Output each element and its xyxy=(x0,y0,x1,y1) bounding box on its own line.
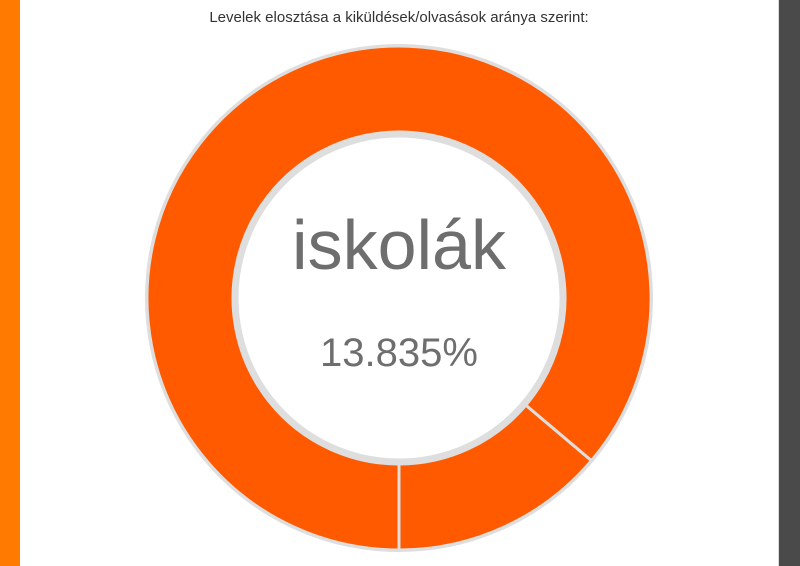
right-bar-edge xyxy=(778,0,779,566)
center-category-label: iskolák xyxy=(292,206,506,284)
donut-slice-2 xyxy=(145,44,653,552)
center-percentage-value: 13.835% xyxy=(320,331,478,375)
donut-hole xyxy=(235,134,563,462)
right-side-bar xyxy=(779,0,800,566)
chart-title: Levelek elosztása a kiküldések/olvasások… xyxy=(209,9,589,26)
left-accent-bar xyxy=(0,0,20,566)
